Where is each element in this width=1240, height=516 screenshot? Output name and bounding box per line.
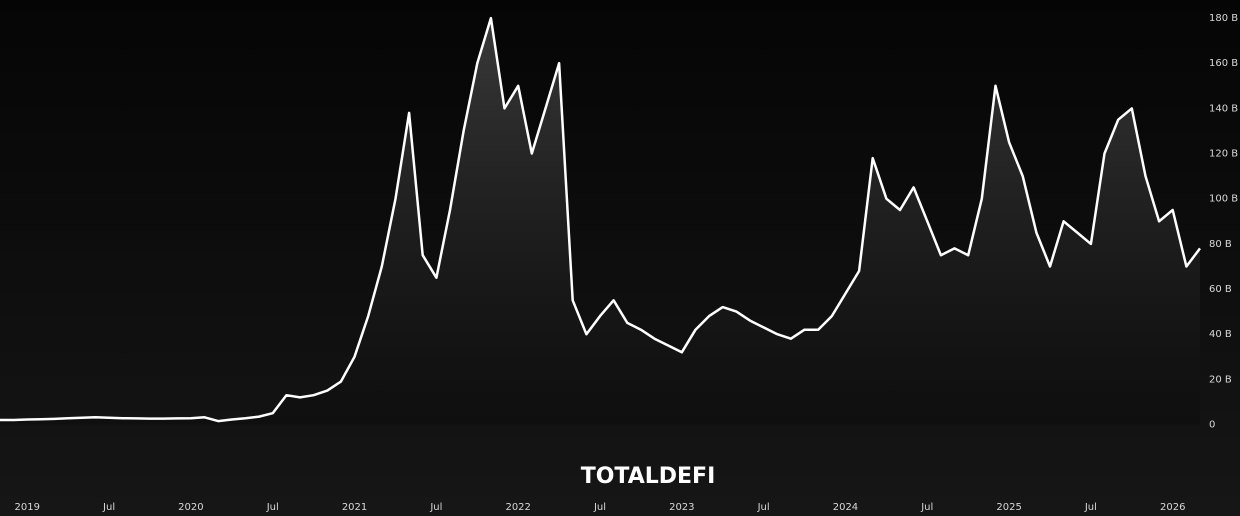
x-tick-label: Jul [757, 502, 770, 513]
x-tick-label: Jul [266, 502, 279, 513]
y-tick-label: 20 B [1209, 374, 1232, 385]
x-tick-label: Jul [593, 502, 606, 513]
y-tick-label: 100 B [1209, 194, 1238, 205]
y-tick-label: 80 B [1209, 239, 1232, 250]
y-tick-label: 0 [1209, 420, 1215, 431]
y-tick-label: 120 B [1209, 149, 1238, 160]
line [0, 16, 1201, 423]
x-tick-label: 2026 [1160, 502, 1185, 513]
y-tick-label: 60 B [1209, 284, 1232, 295]
y-tick-label: 160 B [1209, 58, 1238, 69]
x-tick-label: Jul [102, 502, 115, 513]
x-tick-label: 2020 [178, 502, 203, 513]
chart-title: TOTALDEFI [581, 464, 716, 489]
x-tick-label: 2019 [15, 502, 40, 513]
x-tick-label: Jul [1084, 502, 1097, 513]
x-tick-label: 2021 [342, 502, 367, 513]
x-tick-label: Jul [920, 502, 933, 513]
area [0, 18, 1200, 425]
x-tick-label: 2024 [833, 502, 858, 513]
x-tick-label: 2025 [996, 502, 1021, 513]
x-tick-label: Jul [429, 502, 442, 513]
x-tick-label: 2023 [669, 502, 694, 513]
x-tick-label: 2022 [505, 502, 530, 513]
y-tick-label: 40 B [1209, 329, 1232, 340]
y-tick-label: 140 B [1209, 103, 1238, 114]
y-tick-label: 180 B [1209, 13, 1238, 24]
